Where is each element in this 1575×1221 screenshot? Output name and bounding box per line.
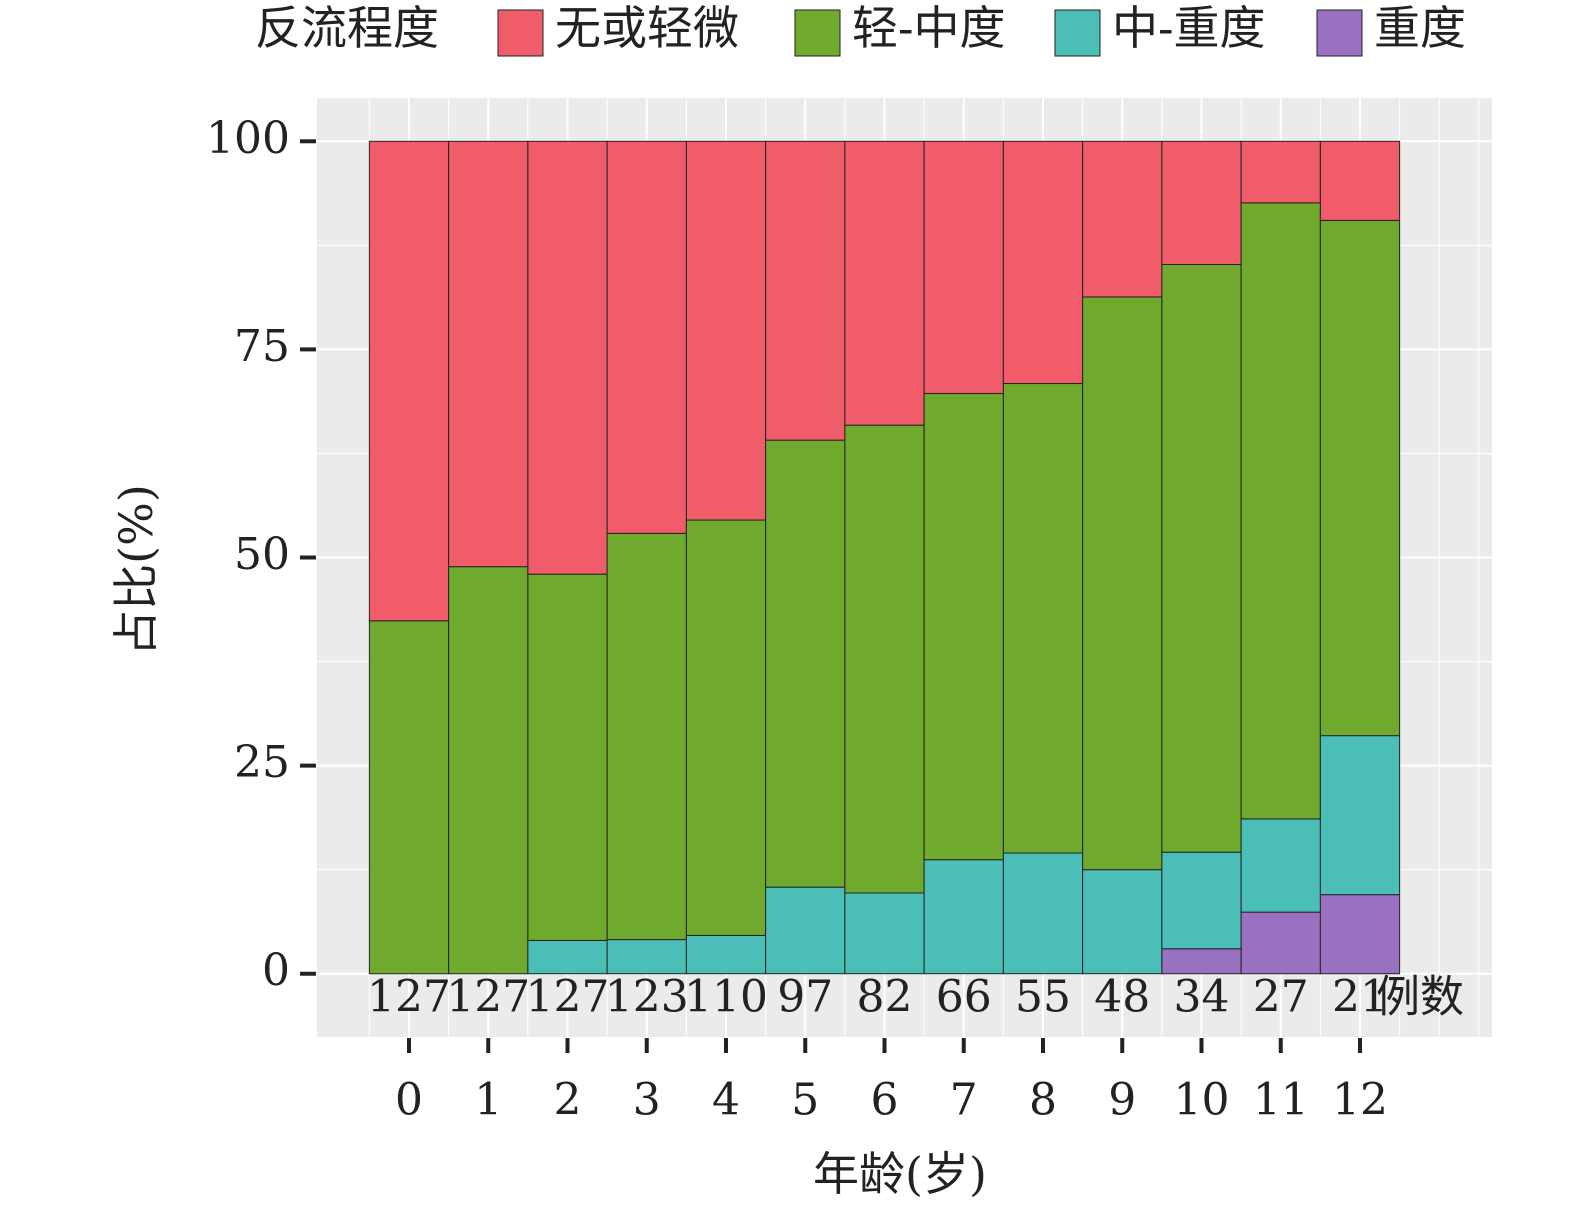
- x-tick-label: 5: [791, 1075, 819, 1126]
- y-tick-label: 100: [206, 113, 290, 164]
- x-tick-label: 11: [1253, 1075, 1309, 1126]
- x-tick-label: 4: [712, 1075, 740, 1126]
- y-tick-label: 50: [234, 529, 290, 580]
- count-label: 127: [367, 972, 451, 1023]
- legend-label: 轻-中度: [852, 1, 1006, 55]
- bar-segment: [1319, 140, 1401, 221]
- x-tick-label: 3: [633, 1075, 661, 1126]
- count-label: 82: [857, 972, 913, 1023]
- bar-segment: [765, 140, 846, 441]
- bar-segment: [527, 939, 608, 975]
- bar-segment: [1240, 911, 1321, 975]
- count-label: 123: [605, 972, 689, 1023]
- bar-segment: [527, 140, 608, 575]
- legend-swatch: [1316, 9, 1363, 57]
- count-label: 97: [777, 972, 833, 1023]
- bar-segment: [1240, 140, 1321, 204]
- count-label: 21: [1332, 972, 1388, 1023]
- bar-segment: [923, 859, 1004, 975]
- x-axis-title: 年龄(岁): [813, 1147, 987, 1201]
- x-tick-label: 8: [1029, 1075, 1057, 1126]
- count-label: 66: [936, 972, 992, 1023]
- bar-segment: [1002, 852, 1084, 975]
- y-axis-title: 占比(%): [109, 484, 163, 656]
- count-label: 127: [446, 972, 530, 1023]
- count-label: 27: [1253, 972, 1309, 1023]
- bar-segment: [606, 532, 687, 941]
- bar-segment: [368, 620, 450, 975]
- bar-segment: [1082, 869, 1163, 975]
- bar-segment: [1082, 296, 1163, 871]
- count-label: 34: [1174, 972, 1230, 1023]
- x-tick-label: 9: [1108, 1075, 1136, 1126]
- legend-swatch: [497, 9, 544, 57]
- x-tick-label: 2: [554, 1075, 582, 1126]
- bar-segment: [1240, 818, 1321, 913]
- legend-swatch: [1054, 9, 1101, 57]
- y-tick-label: 75: [234, 321, 290, 372]
- bar-segment: [844, 424, 925, 894]
- x-tick-label: 0: [395, 1075, 423, 1126]
- bar-segment: [844, 140, 925, 426]
- bar-segment: [1161, 948, 1242, 975]
- count-label: 55: [1015, 972, 1071, 1023]
- bar-segment: [448, 140, 529, 568]
- bar-segment: [606, 939, 687, 975]
- x-tick-label: 6: [871, 1075, 899, 1126]
- legend-title: 反流程度: [255, 1, 439, 55]
- bar-segment: [1082, 140, 1163, 298]
- bar-segment: [1319, 894, 1401, 975]
- counts-label: 例数: [1376, 972, 1464, 1023]
- bar-segment: [685, 934, 767, 975]
- bar-segment: [765, 886, 846, 975]
- x-tick-label: 12: [1332, 1075, 1388, 1126]
- bars: [368, 140, 1401, 975]
- bar-segment: [1319, 735, 1401, 896]
- bar-segment: [685, 140, 767, 521]
- x-tick-label: 10: [1174, 1075, 1230, 1126]
- bar-segment: [1161, 263, 1242, 853]
- axes: 0255075100012711272127312341105976827668…: [206, 1, 1466, 1126]
- y-tick-label: 25: [234, 737, 290, 788]
- bar-segment: [923, 393, 1004, 861]
- bar-segment: [685, 519, 767, 936]
- count-label: 48: [1094, 972, 1150, 1023]
- bar-segment: [1002, 383, 1084, 854]
- legend-label: 无或轻微: [555, 1, 739, 55]
- bar-segment: [923, 140, 1004, 395]
- bar-segment: [765, 439, 846, 888]
- bar-segment: [1240, 202, 1321, 820]
- bar-segment: [844, 892, 925, 975]
- bar-segment: [1319, 219, 1401, 737]
- legend-label: 中-重度: [1112, 1, 1266, 55]
- y-tick-label: 0: [262, 945, 290, 996]
- x-tick-label: 1: [474, 1075, 502, 1126]
- bar-segment: [368, 140, 450, 622]
- bar-segment: [448, 566, 529, 975]
- bar-segment: [1161, 851, 1242, 950]
- legend-swatch: [794, 9, 841, 57]
- count-label: 110: [684, 972, 768, 1023]
- x-tick-label: 7: [950, 1075, 978, 1126]
- count-label: 127: [526, 972, 610, 1023]
- bar-segment: [527, 573, 608, 941]
- bar-segment: [1161, 140, 1242, 265]
- bar-segment: [1002, 140, 1084, 385]
- legend-label: 重度: [1374, 1, 1466, 55]
- bar-segment: [606, 140, 687, 534]
